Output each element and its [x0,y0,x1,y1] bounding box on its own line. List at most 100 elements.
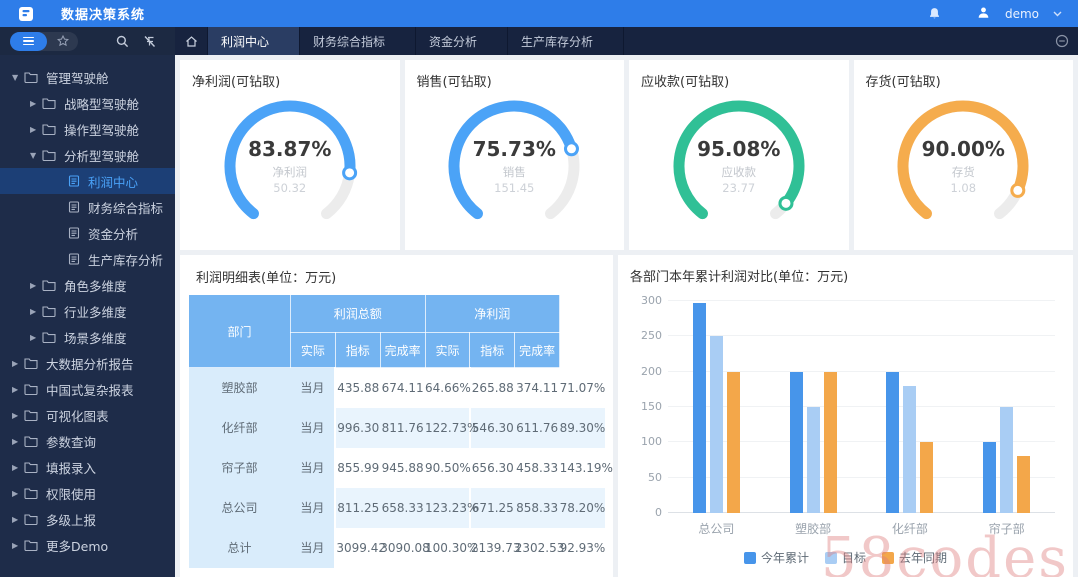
collapse-tabs-icon[interactable] [1055,27,1069,55]
notifications-bell-icon[interactable] [928,7,941,20]
gauge-card-2[interactable]: 销售(可钻取) 75.73% 销售 151.45 [404,60,624,250]
x-category-label: 帘子部 [988,522,1025,536]
bar-series1-cat4[interactable] [983,442,997,513]
profit-table: 部门 利润总额 净利润 实际 指标 完成率 实际 指标 完成率 [188,294,613,568]
sidebar-item-label: 生产库存分析 [88,252,164,268]
unpin-sidebar-icon[interactable] [143,35,156,48]
y-tick-label: 200 [641,364,662,378]
sidebar-item[interactable]: ▶ 操作型驾驶舱 [0,116,175,142]
caret-right-icon[interactable]: ▶ [12,540,19,550]
col-header-total-profit: 利润总额 [290,294,426,333]
sidebar-item[interactable]: ▶ 填报录入 [0,454,175,480]
bar-series3-cat2[interactable] [823,371,837,513]
gauge-card-4[interactable]: 存货(可钻取) 90.00% 存货 1.08 [853,60,1073,250]
sidebar-item[interactable]: ▼ 管理驾驶舱 [0,64,175,90]
profit-bar-chart-card: 各部门本年累计利润对比(单位：万元) 0 50 100 150 200 250 300 总公… [618,255,1073,577]
caret-right-icon[interactable]: ▶ [30,98,37,108]
legend-item[interactable]: 今年累计 [743,549,809,566]
sidebar-item-label: 可视化图表 [46,408,109,424]
folder-icon [24,435,38,447]
sidebar-item[interactable]: ▶ 更多Demo [0,532,175,558]
main-content: 净利润(可钻取) 83.87% 净利润 50.32 销售(可钻取) 75.73% 销售 151… [175,55,1078,577]
sidebar-item[interactable]: ▶ 多级上报 [0,506,175,532]
legend-swatch [824,551,837,564]
cell-value: 811.25 [334,487,381,528]
gauge-title: 销售(可钻取) [416,75,492,90]
bar-series1-cat3[interactable] [886,371,900,513]
sidebar-item[interactable]: ▶ 权限使用 [0,480,175,506]
cell-period: 当月 [290,487,336,528]
sidebar-item[interactable]: ▶ 可视化图表 [0,402,175,428]
caret-right-icon[interactable]: ▶ [30,124,37,134]
sidebar-item[interactable]: ▶ 中国式复杂报表 [0,376,175,402]
sidebar-item[interactable]: 生产库存分析 [0,246,175,272]
menu-toggle-button[interactable] [10,31,47,51]
bar-series2-cat2[interactable] [806,407,820,513]
search-icon[interactable] [116,35,129,48]
bar-group-1 [668,301,765,513]
bar-series1-cat2[interactable] [789,371,803,513]
sidebar-item[interactable]: 利润中心 [0,168,175,194]
folder-icon [24,383,38,395]
bar-series1-cat1[interactable] [692,303,706,513]
sidebar-item-label: 场景多维度 [64,330,127,346]
favorites-toggle-button[interactable] [47,35,78,47]
caret-right-icon[interactable]: ▶ [12,384,19,394]
x-category-label: 化纤部 [891,522,928,536]
cell-value: 2139.73 [468,527,521,568]
legend-item[interactable]: 去年同期 [882,549,947,566]
bar-series3-cat3[interactable] [920,442,934,513]
sidebar-item[interactable]: 资金分析 [0,220,175,246]
cell-value: 611.76 [514,407,560,448]
sidebar-item[interactable]: ▶ 大数据分析报告 [0,350,175,376]
folder-icon [24,539,38,551]
caret-right-icon[interactable]: ▶ [30,332,37,342]
username[interactable]: demo [1004,6,1039,21]
folder-icon [24,513,38,525]
caret-right-icon[interactable]: ▶ [12,436,19,446]
bar-series3-cat1[interactable] [726,371,740,513]
cell-value: 458.33 [516,460,559,475]
sidebar-item[interactable]: ▶ 战略型驾驶舱 [0,90,175,116]
caret-right-icon[interactable]: ▶ [12,488,19,498]
caret-right-icon[interactable]: ▶ [12,410,19,420]
caret-right-icon[interactable]: ▶ [12,514,19,524]
folder-icon [42,279,56,291]
tab-3[interactable]: 资金分析 [416,27,509,55]
caret-down-icon[interactable]: ▼ [30,150,37,160]
cell-completion: 100.30% [425,540,479,555]
gauge-card-3[interactable]: 应收款(可钻取) 95.08% 应收款 23.77 [629,60,849,250]
caret-right-icon[interactable]: ▶ [30,306,37,316]
cell-value: 671.25 [468,487,515,528]
sidebar-item[interactable]: ▶ 角色多维度 [0,272,175,298]
bar-series2-cat1[interactable] [709,336,723,513]
report-icon [68,227,80,239]
table-row: 塑胶部 当月 435.88 674.11 64.66% 265.88 374.11 71.07… [188,367,605,408]
tab-1[interactable]: 利润中心 [208,27,301,55]
chevron-down-icon[interactable] [1053,11,1062,17]
bar-series3-cat4[interactable] [1017,456,1031,513]
sidebar-item[interactable]: ▶ 行业多维度 [0,298,175,324]
gauge-card-1[interactable]: 净利润(可钻取) 83.87% 净利润 50.32 [180,60,400,250]
bar-series2-cat4[interactable] [1000,407,1014,513]
user-avatar-icon[interactable] [977,4,990,23]
caret-down-icon[interactable]: ▼ [12,72,19,82]
caret-right-icon[interactable]: ▶ [30,280,37,290]
caret-right-icon[interactable]: ▶ [12,462,19,472]
tab-2[interactable]: 财务综合指标 [300,27,417,55]
cell-dept: 化纤部 [188,407,291,448]
caret-right-icon[interactable]: ▶ [12,358,19,368]
sidebar-item[interactable]: ▶ 场景多维度 [0,324,175,350]
bar-series2-cat3[interactable] [903,385,917,513]
sidebar-item[interactable]: ▼ 分析型驾驶舱 [0,142,175,168]
cell-value: 546.30 [468,407,515,448]
legend-item[interactable]: 目标 [824,549,866,566]
sidebar-item[interactable]: ▶ 参数查询 [0,428,175,454]
gauge-title: 应收款(可钻取) [641,75,730,90]
cell-value: 996.30 [334,407,381,448]
cell-dept: 总计 [188,527,291,568]
home-tab-icon[interactable] [175,27,208,55]
sidebar-item-label: 更多Demo [46,538,109,554]
sidebar-item[interactable]: 财务综合指标 [0,194,175,220]
tab-4[interactable]: 生产库存分析 [508,27,625,55]
